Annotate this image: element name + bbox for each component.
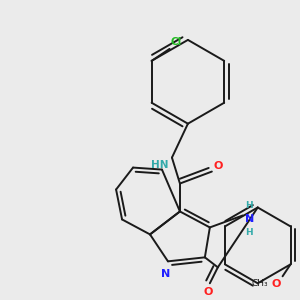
Text: HN: HN (152, 160, 169, 170)
Text: O: O (203, 287, 212, 297)
Text: N: N (161, 269, 171, 279)
Text: O: O (271, 279, 280, 289)
Text: O: O (214, 160, 223, 171)
Text: H: H (245, 228, 252, 237)
Text: N: N (245, 214, 254, 224)
Text: H: H (245, 202, 252, 211)
Text: CH₃: CH₃ (252, 279, 268, 288)
Text: Cl: Cl (171, 37, 182, 47)
